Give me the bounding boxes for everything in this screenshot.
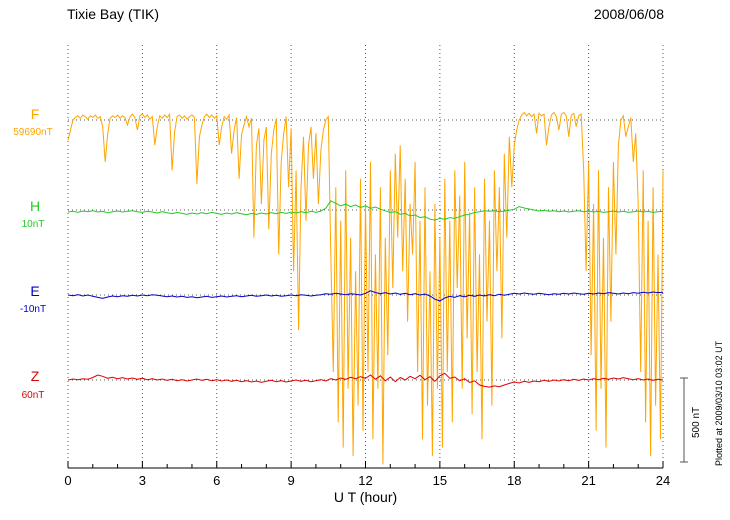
x-tick-label: 24 xyxy=(655,473,671,488)
trace-f xyxy=(67,111,664,465)
x-tick-label: 3 xyxy=(138,473,146,488)
trace-h xyxy=(67,200,664,221)
x-tick-label: 12 xyxy=(358,473,373,488)
series-baseline-value-e: -10nT xyxy=(19,304,47,315)
plotted-at-note: Plotted at 2009/03/10 03:02 UT xyxy=(714,340,724,466)
x-tick-label: 18 xyxy=(507,473,522,488)
x-axis xyxy=(67,461,664,469)
trace-e xyxy=(67,290,664,302)
x-tick-label: 15 xyxy=(432,473,448,488)
traces xyxy=(67,111,664,465)
series-label-f: F xyxy=(30,106,40,122)
plot-title: Tixie Bay (TIK) xyxy=(67,6,160,22)
series-baseline-value-f: 59690nT xyxy=(13,127,53,138)
plot-date: 2008/06/08 xyxy=(593,6,664,22)
x-tick-label: 21 xyxy=(581,473,596,488)
x-tick-label: 0 xyxy=(64,473,72,488)
grid-lines xyxy=(67,45,664,468)
series-baseline-value-z: 60nT xyxy=(21,390,45,401)
x-tick-label: 9 xyxy=(287,473,295,488)
scale-bar xyxy=(680,377,688,463)
series-label-e: E xyxy=(30,283,40,299)
x-tick-label: 6 xyxy=(213,473,221,488)
series-baseline-value-h: 10nT xyxy=(21,219,45,230)
series-label-z: Z xyxy=(30,368,40,384)
series-label-h: H xyxy=(29,198,41,214)
trace-z xyxy=(67,372,664,388)
x-axis-label: U T (hour) xyxy=(333,489,398,505)
scale-bar-label: 500 nT xyxy=(691,406,702,438)
